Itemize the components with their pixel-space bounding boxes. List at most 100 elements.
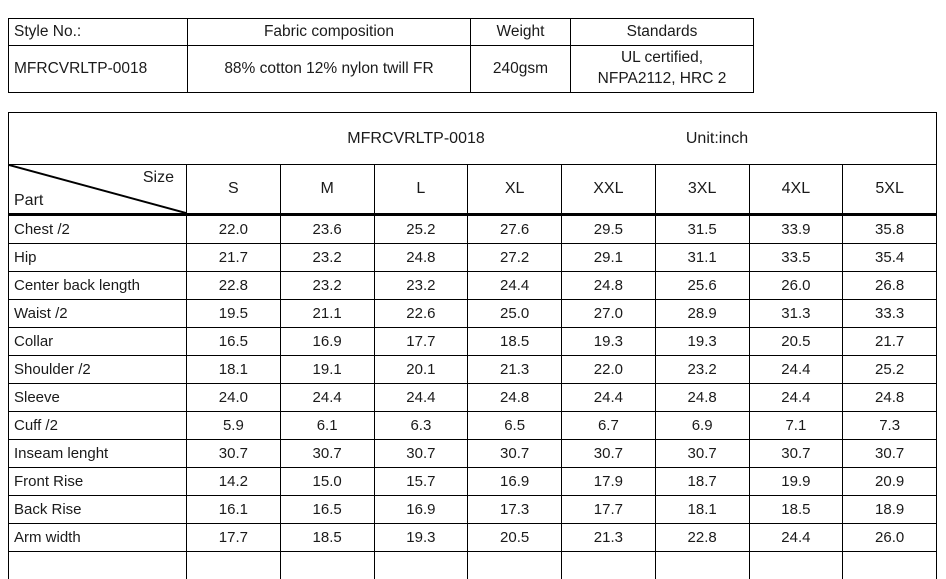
part-label: Waist /2 [9, 300, 187, 328]
size-value-cell: 24.0 [187, 384, 281, 412]
column-header-s: S [187, 165, 281, 215]
clipped-cell [655, 552, 749, 579]
size-value-cell: 23.6 [280, 215, 374, 244]
size-value-cell: 30.7 [562, 440, 656, 468]
standards-line-2: NFPA2112, HRC 2 [571, 69, 753, 90]
size-value-cell: 29.5 [562, 215, 656, 244]
size-value-cell: 26.0 [749, 272, 843, 300]
size-value-cell: 28.9 [655, 300, 749, 328]
size-value-cell: 30.7 [655, 440, 749, 468]
page: Style No.: Fabric composition Weight Sta… [0, 0, 946, 559]
size-value-cell: 21.7 [843, 328, 937, 356]
size-value-cell: 15.7 [374, 468, 468, 496]
column-header-3xl: 3XL [655, 165, 749, 215]
size-value-cell: 6.5 [468, 412, 562, 440]
size-value-cell: 18.1 [187, 356, 281, 384]
size-value-cell: 30.7 [749, 440, 843, 468]
size-value-cell: 17.7 [374, 328, 468, 356]
size-chart-table: MFRCVRLTP-0018 Unit:inch Size Part S M L… [8, 112, 937, 579]
size-value-cell: 16.9 [280, 328, 374, 356]
standards-value: UL certified, NFPA2112, HRC 2 [571, 46, 754, 93]
size-header-row: Size Part S M L XL XXL 3XL 4XL 5XL [9, 165, 937, 215]
column-header-4xl: 4XL [749, 165, 843, 215]
size-value-cell: 22.6 [374, 300, 468, 328]
part-label: Center back length [9, 272, 187, 300]
size-value-cell: 24.4 [280, 384, 374, 412]
part-label: Shoulder /2 [9, 356, 187, 384]
size-value-cell: 33.9 [749, 215, 843, 244]
size-value-cell: 19.3 [655, 328, 749, 356]
info-header-style-no: Style No.: [9, 19, 188, 46]
part-label: Inseam lenght [9, 440, 187, 468]
size-value-cell: 25.0 [468, 300, 562, 328]
size-value-cell: 19.3 [374, 524, 468, 552]
size-chart-title-cell: MFRCVRLTP-0018 Unit:inch [9, 113, 937, 165]
size-value-cell: 18.5 [280, 524, 374, 552]
size-value-cell: 23.2 [280, 272, 374, 300]
size-value-cell: 21.3 [468, 356, 562, 384]
size-value-cell: 16.9 [374, 496, 468, 524]
size-chart-unit-label: Unit:inch [686, 130, 748, 148]
part-label: Chest /2 [9, 215, 187, 244]
size-value-cell: 22.8 [187, 272, 281, 300]
size-value-cell: 31.5 [655, 215, 749, 244]
size-value-cell: 6.7 [562, 412, 656, 440]
size-value-cell: 23.2 [374, 272, 468, 300]
size-value-cell: 6.3 [374, 412, 468, 440]
size-value-cell: 35.4 [843, 244, 937, 272]
size-value-cell: 31.1 [655, 244, 749, 272]
size-value-cell: 27.0 [562, 300, 656, 328]
column-header-m: M [280, 165, 374, 215]
size-value-cell: 6.1 [280, 412, 374, 440]
size-value-cell: 16.5 [187, 328, 281, 356]
size-value-cell: 30.7 [280, 440, 374, 468]
size-value-cell: 20.5 [468, 524, 562, 552]
size-value-cell: 18.5 [749, 496, 843, 524]
info-header-weight: Weight [471, 19, 571, 46]
part-label: Arm width [9, 524, 187, 552]
size-value-cell: 25.2 [374, 215, 468, 244]
size-value-cell: 16.9 [468, 468, 562, 496]
weight-value: 240gsm [471, 46, 571, 93]
size-value-cell: 26.8 [843, 272, 937, 300]
size-chart-title: MFRCVRLTP-0018 [347, 130, 485, 148]
size-value-cell: 19.1 [280, 356, 374, 384]
size-value-cell: 24.8 [843, 384, 937, 412]
size-value-cell: 21.7 [187, 244, 281, 272]
info-header-fabric: Fabric composition [188, 19, 471, 46]
size-value-cell: 18.7 [655, 468, 749, 496]
size-value-cell: 24.4 [562, 384, 656, 412]
size-value-cell: 23.2 [655, 356, 749, 384]
size-value-cell: 35.8 [843, 215, 937, 244]
size-value-cell: 27.6 [468, 215, 562, 244]
size-value-cell: 7.3 [843, 412, 937, 440]
size-value-cell: 6.9 [655, 412, 749, 440]
size-value-cell: 29.1 [562, 244, 656, 272]
corner-size-label: Size [143, 169, 174, 187]
size-value-cell: 21.1 [280, 300, 374, 328]
size-value-cell: 24.4 [749, 524, 843, 552]
style-no-value: MFRCVRLTP-0018 [9, 46, 188, 93]
size-value-cell: 24.8 [468, 384, 562, 412]
clipped-cell [562, 552, 656, 579]
size-value-cell: 23.2 [280, 244, 374, 272]
size-value-cell: 33.5 [749, 244, 843, 272]
clipped-cell [374, 552, 468, 579]
size-value-cell: 22.0 [562, 356, 656, 384]
size-value-cell: 33.3 [843, 300, 937, 328]
part-label: Cuff /2 [9, 412, 187, 440]
clipped-cell [280, 552, 374, 579]
size-value-cell: 25.2 [843, 356, 937, 384]
size-value-cell: 26.0 [843, 524, 937, 552]
size-value-cell: 16.5 [280, 496, 374, 524]
info-value-row: MFRCVRLTP-0018 88% cotton 12% nylon twil… [9, 46, 754, 93]
info-header-row: Style No.: Fabric composition Weight Sta… [9, 19, 754, 46]
info-header-standards: Standards [571, 19, 754, 46]
column-header-xl: XL [468, 165, 562, 215]
size-value-cell: 30.7 [468, 440, 562, 468]
